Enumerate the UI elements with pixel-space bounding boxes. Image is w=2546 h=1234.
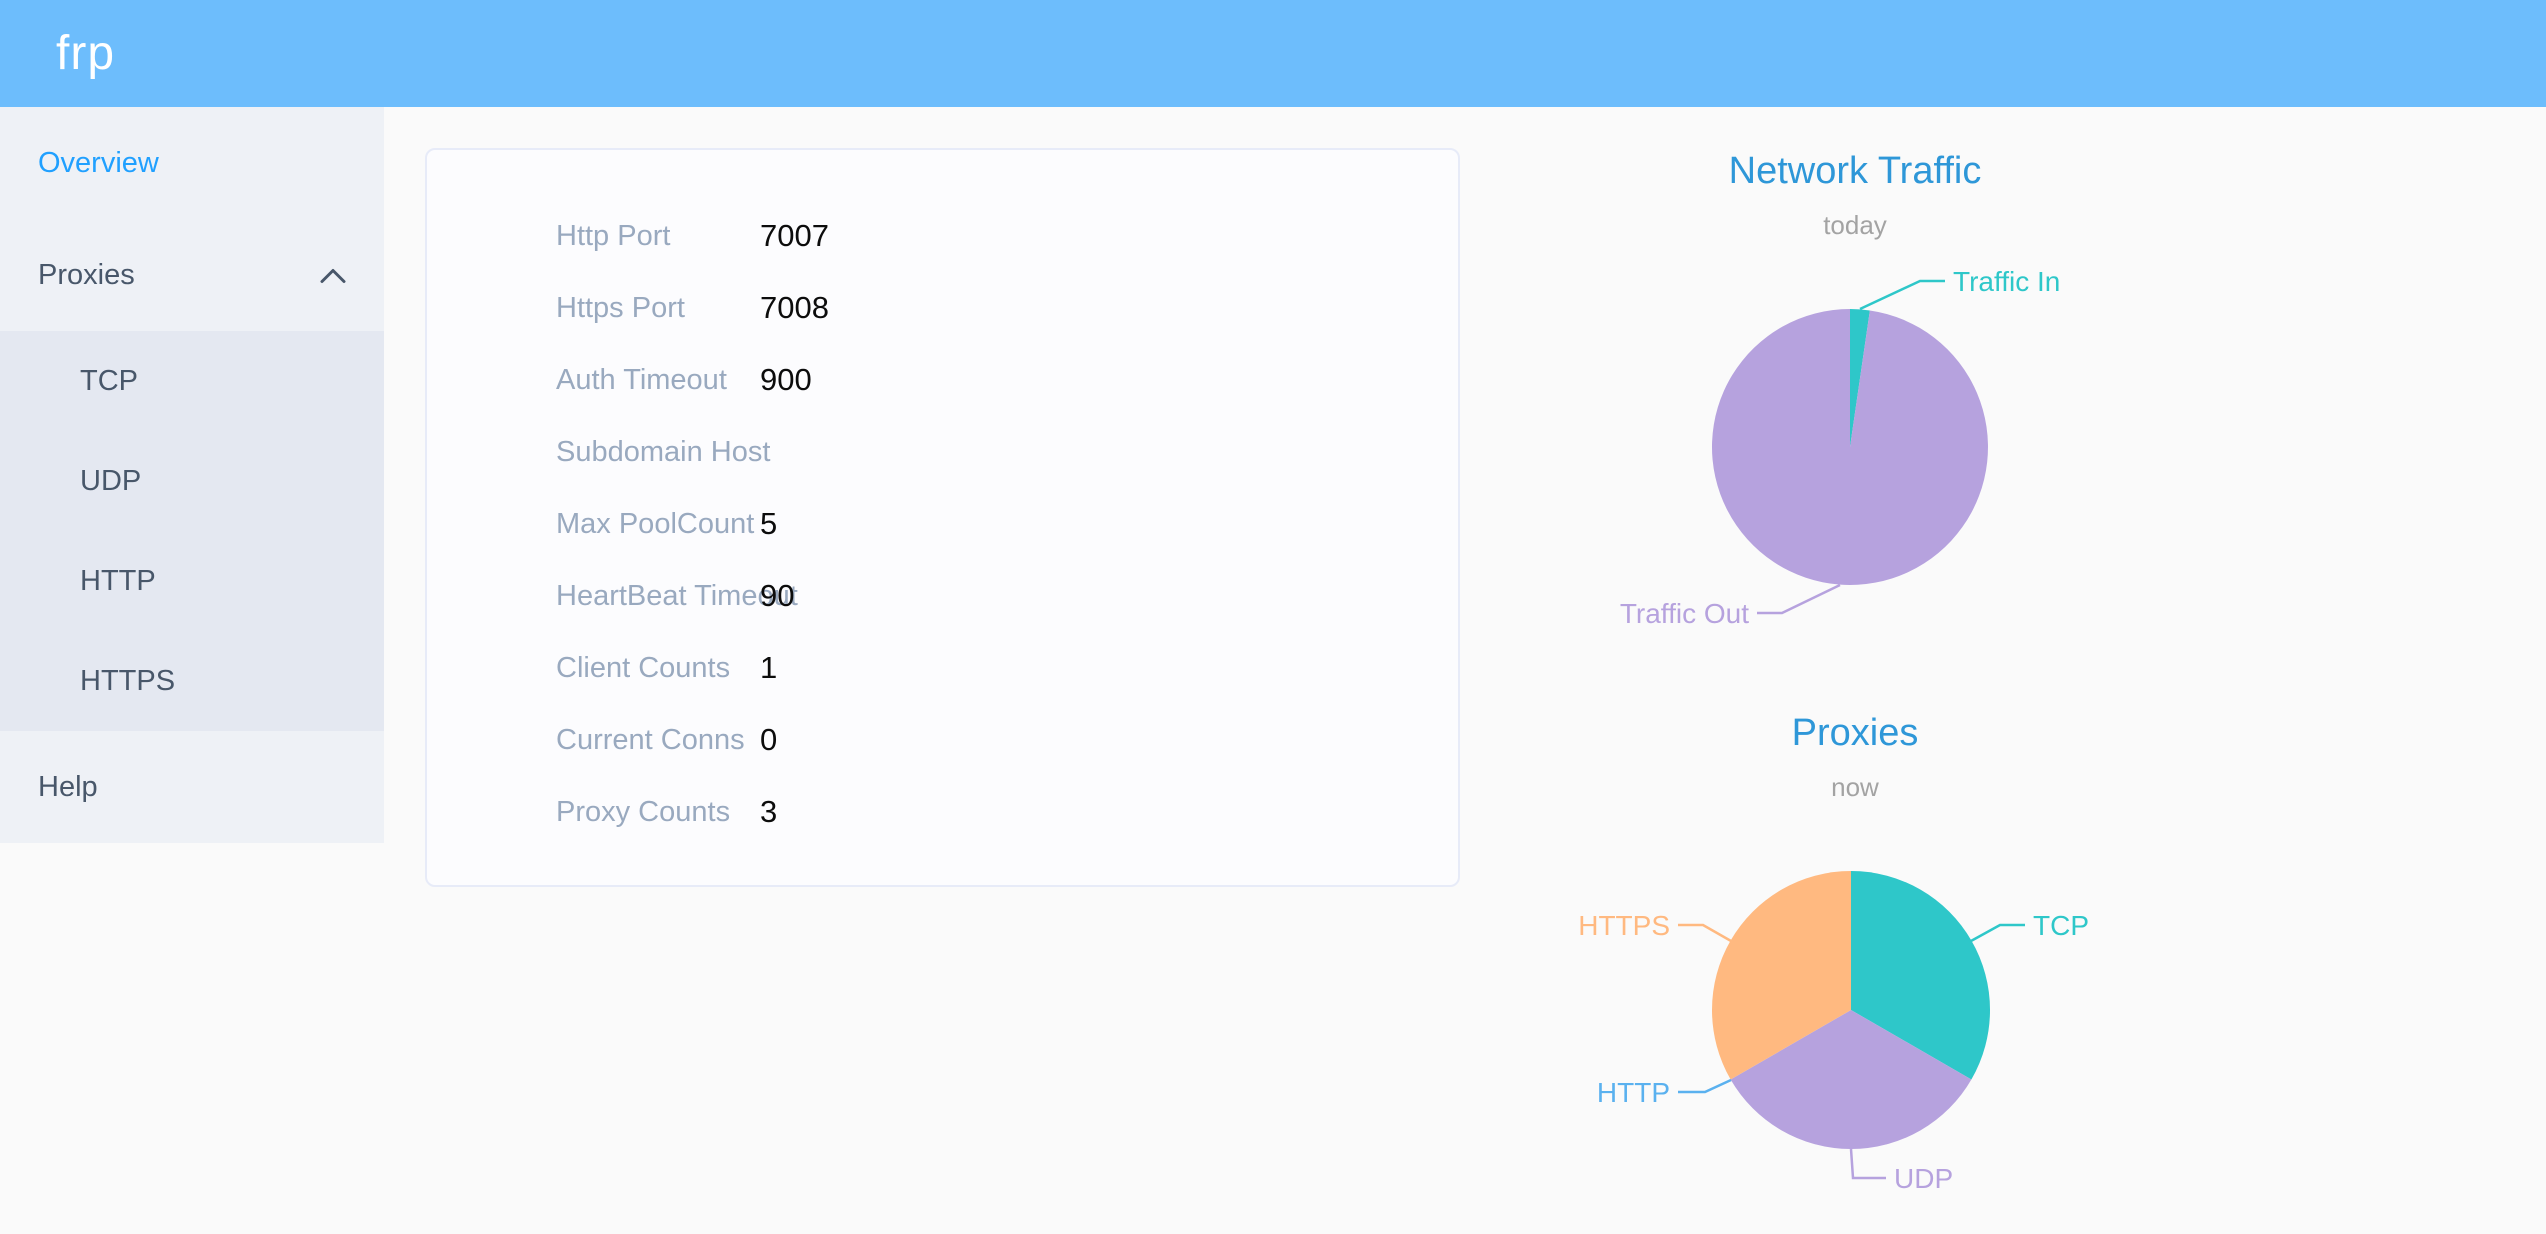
pie-label-udp: UDP bbox=[1894, 1163, 1953, 1194]
proxies-chart: Proxies now TCP UDP HTTP HTTPS bbox=[1555, 710, 2155, 1234]
pie-label-traffic-out: Traffic Out bbox=[1620, 598, 1749, 629]
frp-logo: frp bbox=[56, 27, 116, 80]
config-label: Subdomain Host bbox=[556, 435, 771, 468]
chart-title: Proxies bbox=[1791, 712, 1919, 754]
config-row: Http Port 7007 bbox=[427, 200, 1458, 272]
config-row: Subdomain Host bbox=[427, 416, 1458, 488]
config-value: 5 bbox=[760, 506, 778, 541]
config-label: Https Port bbox=[556, 291, 685, 324]
sidebar-item-label: Help bbox=[38, 770, 98, 803]
config-label: Current Conns bbox=[556, 723, 745, 756]
network-traffic-pie: Traffic In Traffic Out bbox=[1620, 266, 2061, 629]
config-row: Proxy Counts 3 bbox=[427, 776, 1458, 848]
config-label: Http Port bbox=[556, 219, 671, 252]
pie-slices bbox=[1711, 308, 1988, 585]
server-config-card: Http Port 7007 Https Port 7008 Auth Time… bbox=[425, 148, 1460, 887]
config-row: Current Conns 0 bbox=[427, 704, 1458, 776]
config-row: Max PoolCount 5 bbox=[427, 488, 1458, 560]
config-row: Auth Timeout 900 bbox=[427, 344, 1458, 416]
pie-slice-traffic-in bbox=[1850, 309, 1870, 447]
label-line-http bbox=[1678, 1078, 1732, 1094]
pie-label-https: HTTPS bbox=[1578, 910, 1670, 941]
proxies-submenu: TCP UDP HTTP HTTPS bbox=[0, 331, 384, 731]
sidebar-nav: Overview Proxies TCP UDP HTTP HTTPS Help bbox=[0, 107, 384, 843]
sidebar-item-label: UDP bbox=[80, 464, 142, 497]
config-label: Auth Timeout bbox=[556, 363, 727, 396]
config-value: 90 bbox=[760, 578, 795, 613]
pie-slice-tcp bbox=[1851, 871, 1991, 1080]
label-line-https bbox=[1678, 923, 1732, 943]
sidebar-item-help[interactable]: Help bbox=[0, 731, 384, 843]
label-line-udp bbox=[1849, 1148, 1886, 1180]
sidebar-item-label: TCP bbox=[80, 364, 138, 397]
label-line-traffic-out bbox=[1757, 583, 1841, 615]
sidebar-item-proxies[interactable]: Proxies bbox=[0, 219, 384, 331]
config-label: HeartBeat Timeout bbox=[556, 579, 798, 612]
config-value: 3 bbox=[760, 794, 778, 829]
config-value: 0 bbox=[760, 722, 778, 757]
sidebar-item-label: HTTP bbox=[80, 564, 156, 597]
chart-title: Network Traffic bbox=[1728, 150, 1982, 192]
pie-slice-https bbox=[1711, 871, 1851, 1080]
label-line-traffic-in bbox=[1859, 279, 1945, 311]
sidebar-item-udp[interactable]: UDP bbox=[0, 431, 384, 531]
config-label: Max PoolCount bbox=[556, 507, 755, 540]
pie-label-tcp: TCP bbox=[2033, 910, 2089, 941]
config-value: 900 bbox=[760, 362, 812, 397]
pie-slice-traffic-out bbox=[1711, 308, 1988, 585]
config-value: 1 bbox=[760, 650, 778, 685]
pie-slices bbox=[1711, 871, 1991, 1150]
config-value: 7007 bbox=[760, 218, 829, 253]
config-row: HeartBeat Timeout 90 bbox=[427, 560, 1458, 632]
sidebar-item-http[interactable]: HTTP bbox=[0, 531, 384, 631]
network-traffic-chart: Network Traffic today Traffic In Traffic… bbox=[1555, 148, 2155, 640]
proxies-pie: TCP UDP HTTP HTTPS bbox=[1578, 871, 2089, 1194]
sidebar-item-label: Proxies bbox=[38, 258, 135, 291]
config-value: 7008 bbox=[760, 290, 829, 325]
label-line-tcp bbox=[1970, 923, 2025, 943]
sidebar-item-overview[interactable]: Overview bbox=[0, 107, 384, 219]
sidebar-item-https[interactable]: HTTPS bbox=[0, 631, 384, 731]
sidebar-item-label: HTTPS bbox=[80, 664, 176, 697]
app-header: frp bbox=[0, 0, 2546, 107]
pie-label-traffic-in: Traffic In bbox=[1953, 266, 2060, 297]
sidebar-item-label: Overview bbox=[38, 146, 159, 179]
sidebar-item-tcp[interactable]: TCP bbox=[0, 331, 384, 431]
config-row: Client Counts 1 bbox=[427, 632, 1458, 704]
chart-subtitle: today bbox=[1823, 210, 1887, 240]
config-row: Https Port 7008 bbox=[427, 272, 1458, 344]
config-label: Client Counts bbox=[556, 651, 731, 684]
pie-slice-udp bbox=[1730, 1010, 1972, 1150]
chart-subtitle: now bbox=[1831, 772, 1879, 802]
chevron-up-icon bbox=[320, 259, 346, 292]
config-label: Proxy Counts bbox=[556, 795, 731, 828]
pie-label-http: HTTP bbox=[1597, 1077, 1670, 1108]
